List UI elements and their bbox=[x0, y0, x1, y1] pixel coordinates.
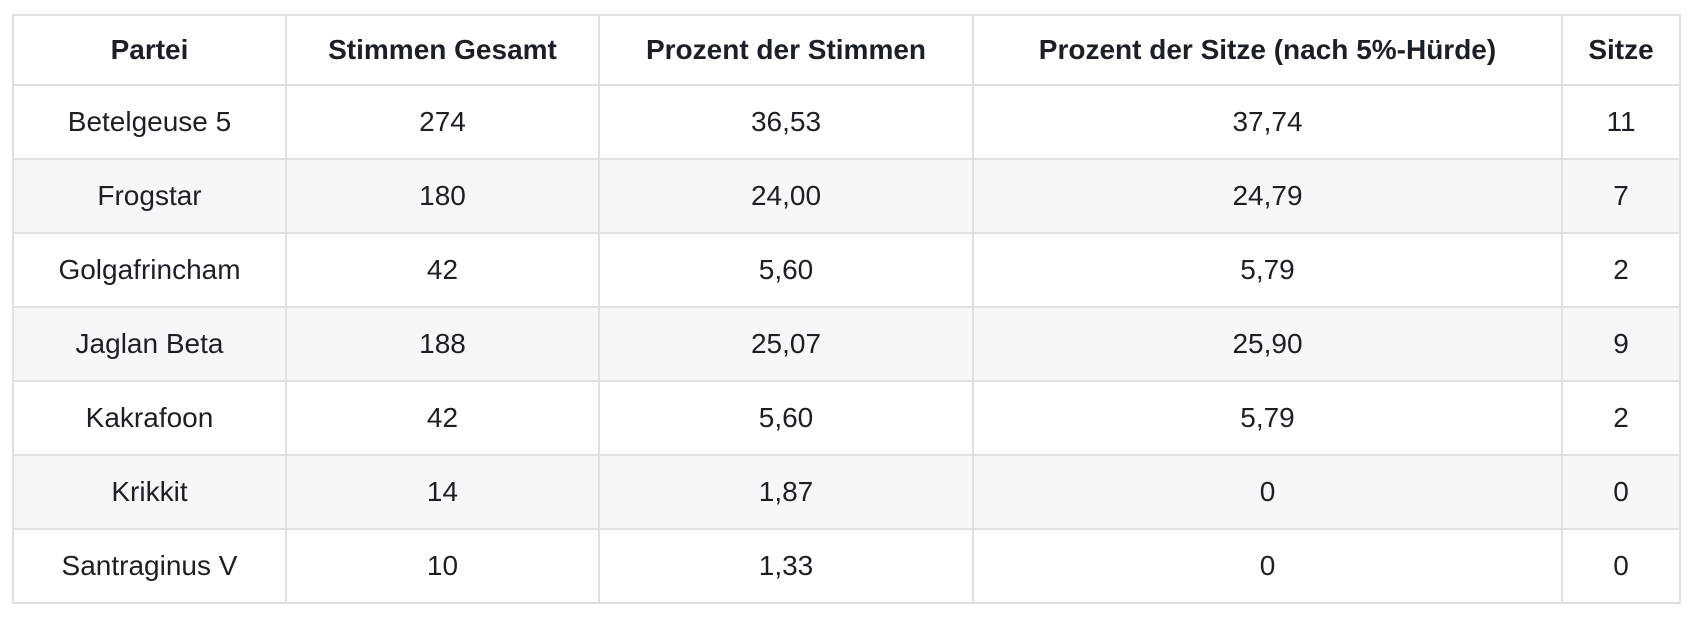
table-cell-partei: Santraginus V bbox=[12, 528, 287, 604]
table-cell-partei: Kakrafoon bbox=[12, 380, 287, 456]
table-cell-stimmen_gesamt: 10 bbox=[285, 528, 600, 604]
table-row: Kakrafoon 42 5,60 5,79 2 bbox=[12, 380, 1681, 456]
table-cell-prozent_der_sitze: 0 bbox=[972, 454, 1563, 530]
table-cell-prozent_der_stimmen: 36,53 bbox=[598, 84, 974, 160]
table-header: Partei Stimmen Gesamt Prozent der Stimmen P… bbox=[12, 14, 1681, 86]
table-cell-sitze: 11 bbox=[1561, 84, 1681, 160]
table-cell-prozent_der_sitze: 5,79 bbox=[972, 232, 1563, 308]
table-cell-prozent_der_stimmen: 5,60 bbox=[598, 380, 974, 456]
table-row: Krikkit 14 1,87 0 0 bbox=[12, 454, 1681, 530]
table-cell-prozent_der_stimmen: 5,60 bbox=[598, 232, 974, 308]
table-row: Jaglan Beta 188 25,07 25,90 9 bbox=[12, 306, 1681, 382]
table-cell-prozent_der_sitze: 24,79 bbox=[972, 158, 1563, 234]
table-cell-prozent_der_sitze: 5,79 bbox=[972, 380, 1563, 456]
table-cell-prozent_der_sitze: 25,90 bbox=[972, 306, 1563, 382]
column-header-prozent_der_sitze: Prozent der Sitze (nach 5%-Hürde) bbox=[972, 14, 1563, 86]
column-header-sitze: Sitze bbox=[1561, 14, 1681, 86]
election-results-table: Partei Stimmen Gesamt Prozent der Stimmen P… bbox=[12, 14, 1681, 604]
table-cell-prozent_der_stimmen: 1,87 bbox=[598, 454, 974, 530]
table-cell-partei: Betelgeuse 5 bbox=[12, 84, 287, 160]
table-cell-prozent_der_stimmen: 24,00 bbox=[598, 158, 974, 234]
table-cell-sitze: 0 bbox=[1561, 454, 1681, 530]
table-cell-prozent_der_sitze: 37,74 bbox=[972, 84, 1563, 160]
table-cell-stimmen_gesamt: 42 bbox=[285, 232, 600, 308]
table-row: Betelgeuse 5 274 36,53 37,74 11 bbox=[12, 84, 1681, 160]
table-cell-partei: Golgafrincham bbox=[12, 232, 287, 308]
table-cell-stimmen_gesamt: 180 bbox=[285, 158, 600, 234]
election-results-table-container: Partei Stimmen Gesamt Prozent der Stimmen P… bbox=[12, 14, 1681, 604]
column-header-stimmen_gesamt: Stimmen Gesamt bbox=[285, 14, 600, 86]
table-cell-partei: Frogstar bbox=[12, 158, 287, 234]
table-cell-prozent_der_stimmen: 25,07 bbox=[598, 306, 974, 382]
table-cell-prozent_der_stimmen: 1,33 bbox=[598, 528, 974, 604]
table-cell-stimmen_gesamt: 14 bbox=[285, 454, 600, 530]
table-cell-stimmen_gesamt: 274 bbox=[285, 84, 600, 160]
column-header-prozent_der_stimmen: Prozent der Stimmen bbox=[598, 14, 974, 86]
table-cell-stimmen_gesamt: 188 bbox=[285, 306, 600, 382]
column-header-partei: Partei bbox=[12, 14, 287, 86]
table-cell-sitze: 7 bbox=[1561, 158, 1681, 234]
table-cell-sitze: 2 bbox=[1561, 232, 1681, 308]
table-cell-partei: Krikkit bbox=[12, 454, 287, 530]
table-row: Golgafrincham 42 5,60 5,79 2 bbox=[12, 232, 1681, 308]
table-body: Betelgeuse 5 274 36,53 37,74 11 Frogstar 180 24… bbox=[12, 84, 1681, 604]
table-cell-prozent_der_sitze: 0 bbox=[972, 528, 1563, 604]
table-cell-sitze: 2 bbox=[1561, 380, 1681, 456]
table-row: Frogstar 180 24,00 24,79 7 bbox=[12, 158, 1681, 234]
table-header-row: Partei Stimmen Gesamt Prozent der Stimmen P… bbox=[12, 14, 1681, 86]
table-cell-sitze: 0 bbox=[1561, 528, 1681, 604]
table-cell-stimmen_gesamt: 42 bbox=[285, 380, 600, 456]
table-cell-sitze: 9 bbox=[1561, 306, 1681, 382]
table-cell-partei: Jaglan Beta bbox=[12, 306, 287, 382]
table-row: Santraginus V 10 1,33 0 0 bbox=[12, 528, 1681, 604]
